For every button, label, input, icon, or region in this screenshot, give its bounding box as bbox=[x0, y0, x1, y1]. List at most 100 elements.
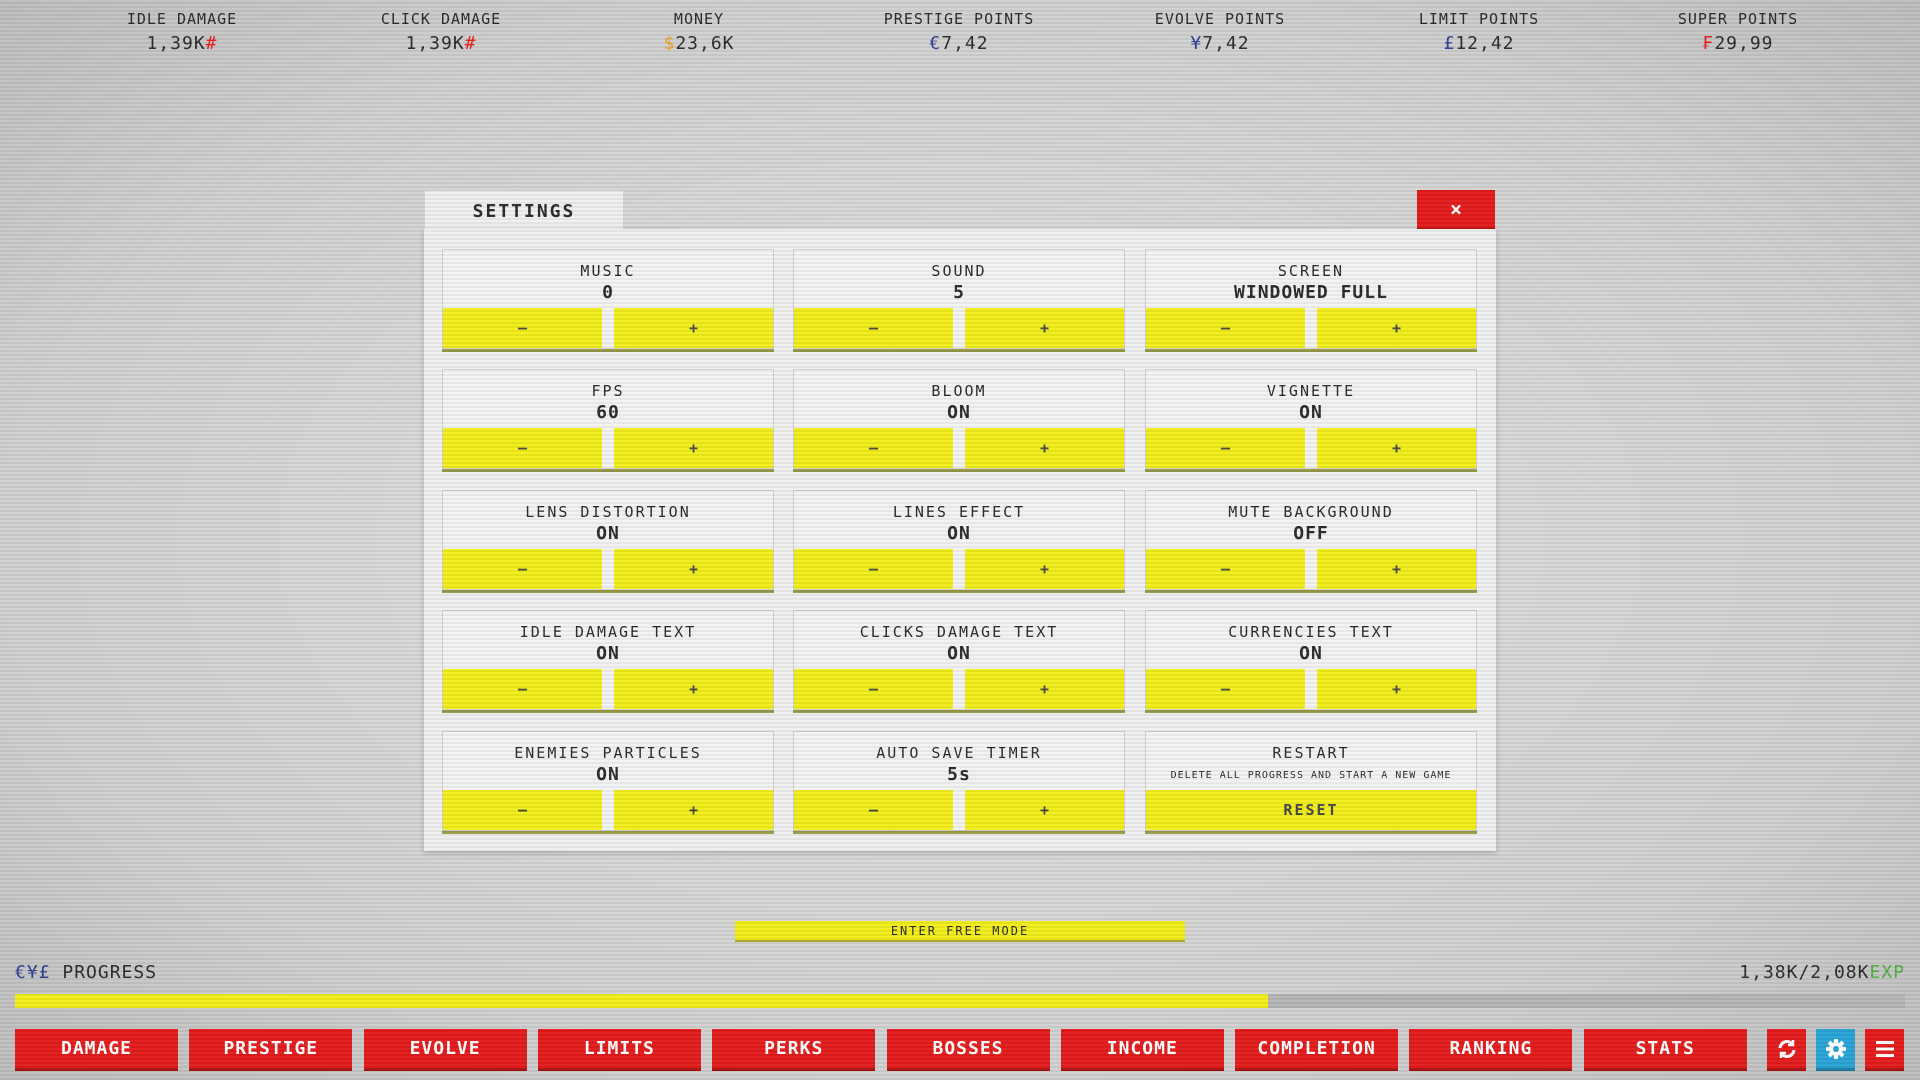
increase-button[interactable]: + bbox=[965, 669, 1124, 709]
setting-card: SCREEN WINDOWED FULL – + bbox=[1145, 249, 1477, 349]
nav-bosses-button[interactable]: BOSSES bbox=[886, 1029, 1050, 1068]
stat-value: 12,42 bbox=[1455, 33, 1515, 54]
setting-label: BLOOM bbox=[931, 382, 987, 400]
increase-button[interactable]: + bbox=[614, 669, 773, 709]
nav-income-button[interactable]: INCOME bbox=[1060, 1029, 1224, 1068]
nav-perks-button[interactable]: PERKS bbox=[712, 1029, 876, 1068]
stat-item: IDLE DAMAGE 1,39K# bbox=[72, 10, 292, 54]
decrease-button[interactable]: – bbox=[1146, 549, 1305, 589]
nav-stats-button[interactable]: STATS bbox=[1583, 1029, 1747, 1068]
increase-button[interactable]: + bbox=[965, 790, 1124, 830]
stat-value: 1,39K bbox=[405, 33, 465, 54]
stat-value-row: 1,39K# bbox=[72, 33, 292, 54]
setting-label: MUSIC bbox=[580, 262, 636, 280]
reset-button[interactable]: RESET bbox=[1146, 790, 1476, 830]
nav-ranking-button[interactable]: RANKING bbox=[1409, 1029, 1573, 1068]
setting-label: LENS DISTORTION bbox=[525, 503, 691, 521]
stat-value: 1,39K bbox=[146, 33, 206, 54]
setting-label: MUTE BACKGROUND bbox=[1228, 503, 1394, 521]
stat-value: 7,42 bbox=[1202, 33, 1250, 54]
nav-evolve-button[interactable]: EVOLVE bbox=[363, 1029, 527, 1068]
increase-button[interactable]: + bbox=[1317, 308, 1476, 348]
increase-button[interactable]: + bbox=[1317, 549, 1476, 589]
enter-free-mode-button[interactable]: ENTER FREE MODE bbox=[735, 921, 1185, 940]
setting-card: IDLE DAMAGE TEXT ON – + bbox=[442, 610, 774, 710]
progress-unit: EXP bbox=[1869, 962, 1905, 983]
stat-value: 23,6K bbox=[675, 33, 735, 54]
setting-value: 5s bbox=[947, 764, 971, 785]
currency-symbol: # bbox=[205, 33, 218, 54]
decrease-button[interactable]: – bbox=[794, 549, 953, 589]
nav-completion-button[interactable]: COMPLETION bbox=[1235, 1029, 1399, 1068]
decrease-button[interactable]: – bbox=[443, 308, 602, 348]
stat-item: MONEY $23,6K bbox=[589, 10, 809, 54]
stat-label: SUPER POINTS bbox=[1677, 10, 1799, 28]
setting-value: 5 bbox=[953, 282, 965, 303]
setting-card: CURRENCIES TEXT ON – + bbox=[1145, 610, 1477, 710]
currency-symbols: €¥£ bbox=[15, 962, 51, 983]
increase-button[interactable]: + bbox=[614, 549, 773, 589]
decrease-button[interactable]: – bbox=[794, 790, 953, 830]
setting-value: ON bbox=[596, 764, 620, 785]
setting-label: VIGNETTE bbox=[1266, 382, 1356, 400]
decrease-button[interactable]: – bbox=[794, 669, 953, 709]
decrease-button[interactable]: – bbox=[443, 428, 602, 468]
gear-button[interactable] bbox=[1816, 1029, 1855, 1068]
currency-symbol: # bbox=[464, 33, 477, 54]
gear-icon bbox=[1825, 1038, 1847, 1060]
setting-value: 0 bbox=[602, 282, 614, 303]
decrease-button[interactable]: – bbox=[1146, 428, 1305, 468]
decrease-button[interactable]: – bbox=[1146, 669, 1305, 709]
restart-card: RESTART DELETE ALL PROGRESS AND START A N… bbox=[1145, 731, 1477, 831]
increase-button[interactable]: + bbox=[965, 428, 1124, 468]
setting-label: CLICKS DAMAGE TEXT bbox=[859, 623, 1059, 641]
increase-button[interactable]: + bbox=[614, 308, 773, 348]
increase-button[interactable]: + bbox=[614, 428, 773, 468]
decrease-button[interactable]: – bbox=[1146, 308, 1305, 348]
close-button[interactable]: × bbox=[1417, 190, 1495, 228]
stat-item: PRESTIGE POINTS €7,42 bbox=[849, 10, 1069, 54]
restart-label: RESTART bbox=[1272, 744, 1350, 762]
stat-value-row: 1,39K# bbox=[331, 33, 551, 54]
decrease-button[interactable]: – bbox=[443, 549, 602, 589]
setting-value: ON bbox=[947, 523, 971, 544]
decrease-button[interactable]: – bbox=[794, 428, 953, 468]
setting-card: VIGNETTE ON – + bbox=[1145, 369, 1477, 469]
setting-card: FPS 60 – + bbox=[442, 369, 774, 469]
increase-button[interactable]: + bbox=[614, 790, 773, 830]
setting-value: ON bbox=[596, 643, 620, 664]
currency-symbol: € bbox=[929, 33, 942, 54]
nav-damage-button[interactable]: DAMAGE bbox=[15, 1029, 178, 1068]
decrease-button[interactable]: – bbox=[794, 308, 953, 348]
nav-limits-button[interactable]: LIMITS bbox=[537, 1029, 701, 1068]
stat-label: MONEY bbox=[673, 10, 725, 28]
progress-current: 1,38K bbox=[1739, 962, 1799, 983]
progress-title: PROGRESS bbox=[62, 962, 158, 983]
stat-label: EVOLVE POINTS bbox=[1154, 10, 1286, 28]
stat-label: LIMIT POINTS bbox=[1418, 10, 1540, 28]
currency-symbol: £ bbox=[1443, 33, 1456, 54]
setting-value: ON bbox=[1299, 643, 1323, 664]
refresh-button[interactable] bbox=[1767, 1029, 1806, 1068]
setting-label: IDLE DAMAGE TEXT bbox=[519, 623, 697, 641]
close-icon: × bbox=[1449, 197, 1463, 221]
stat-value: 7,42 bbox=[941, 33, 989, 54]
setting-label: CURRENCIES TEXT bbox=[1228, 623, 1394, 641]
setting-card: MUSIC 0– + bbox=[442, 249, 774, 349]
decrease-button[interactable]: – bbox=[443, 669, 602, 709]
setting-card: LENS DISTORTION ON – + bbox=[442, 490, 774, 590]
decrease-button[interactable]: – bbox=[443, 790, 602, 830]
stat-value-row: €7,42 bbox=[849, 33, 1069, 54]
stat-label: CLICK DAMAGE bbox=[380, 10, 502, 28]
setting-value: OFF bbox=[1293, 523, 1329, 544]
setting-value: ON bbox=[596, 523, 620, 544]
increase-button[interactable]: + bbox=[1317, 669, 1476, 709]
stat-label: IDLE DAMAGE bbox=[126, 10, 238, 28]
nav-prestige-button[interactable]: PRESTIGE bbox=[189, 1029, 353, 1068]
settings-tab: SETTINGS bbox=[424, 190, 624, 232]
menu-button[interactable] bbox=[1865, 1029, 1904, 1068]
increase-button[interactable]: + bbox=[1317, 428, 1476, 468]
setting-card: BLOOM ON – + bbox=[793, 369, 1125, 469]
increase-button[interactable]: + bbox=[965, 549, 1124, 589]
increase-button[interactable]: + bbox=[965, 308, 1124, 348]
